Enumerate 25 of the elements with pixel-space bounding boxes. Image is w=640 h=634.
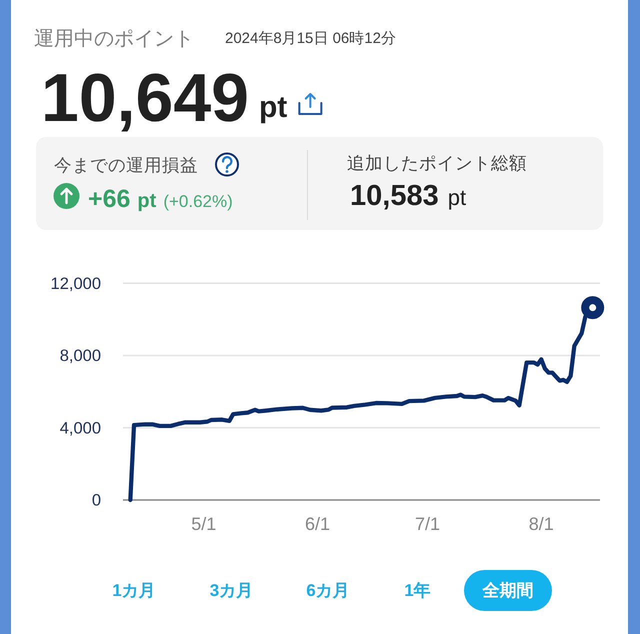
text: pt [137, 190, 157, 212]
y-tick-label: 4,000 [60, 419, 101, 438]
text: 6カ月 [306, 581, 350, 600]
x-tick-label: 7/1 [415, 514, 440, 534]
y-tick-label: 8,000 [60, 347, 101, 366]
text: 今までの運用損益 [54, 155, 198, 175]
chart-subtitle: 2024年8月15日 06時12分 [225, 30, 396, 47]
text: 10,583 [350, 180, 439, 212]
x-tick-label: 5/1 [191, 514, 216, 534]
text: 10,649 [41, 60, 249, 136]
text: 全期間 [482, 581, 534, 600]
text: pt [258, 91, 288, 124]
text: 1カ月 [112, 581, 156, 600]
text: +66 [88, 185, 130, 213]
text: 3カ月 [210, 581, 254, 600]
chart-title: 運用中のポイント [34, 28, 194, 50]
y-tick-label: 0 [92, 492, 101, 510]
chart: 0 4,000 8,000 12,000 5/1 6/1 7/1 8/1 [50, 274, 604, 534]
text: (+0.62%) [163, 192, 233, 211]
y-tick-label: 12,000 [50, 274, 101, 293]
text: 追加したポイント総額 [347, 153, 527, 173]
x-tick-label: 8/1 [528, 514, 554, 534]
text: 1年 [404, 581, 431, 600]
x-tick-label: 6/1 [304, 514, 330, 534]
text: pt [448, 185, 466, 210]
